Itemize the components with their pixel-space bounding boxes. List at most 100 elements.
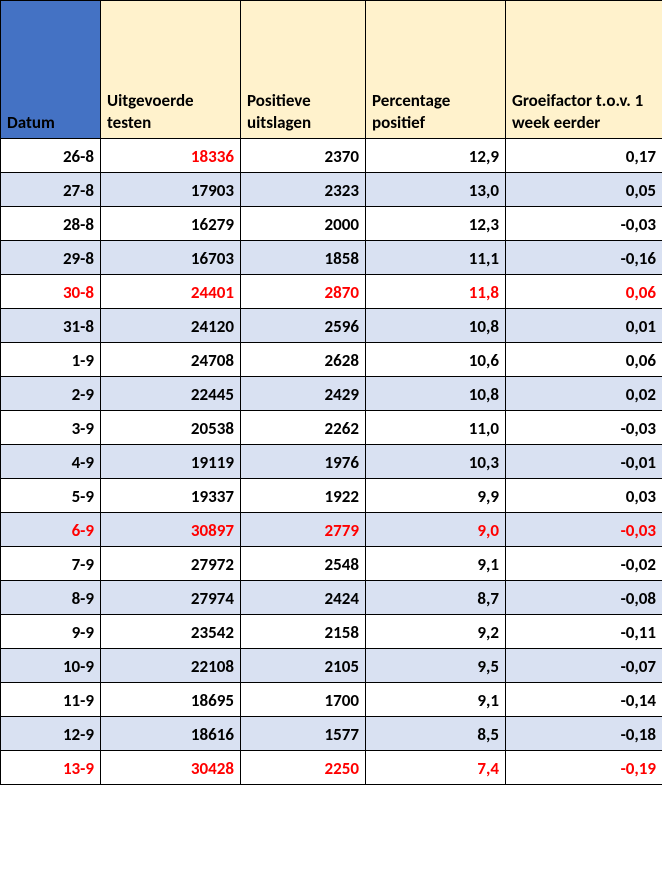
cell-positives: 2370: [241, 139, 366, 173]
cell-date: 4-9: [1, 445, 101, 479]
header-positives: Positieve uitslagen: [241, 1, 366, 139]
table-row: 2-922445242910,80,02: [1, 377, 662, 411]
cell-tests: 18616: [101, 717, 241, 751]
cell-date: 3-9: [1, 411, 101, 445]
cell-percentage: 9,2: [366, 615, 506, 649]
cell-date: 13-9: [1, 751, 101, 785]
cell-percentage: 12,9: [366, 139, 506, 173]
table-row: 31-824120259610,80,01: [1, 309, 662, 343]
cell-positives: 1700: [241, 683, 366, 717]
header-date: Datum: [1, 1, 101, 139]
cell-growth: -0,16: [506, 241, 662, 275]
cell-percentage: 9,0: [366, 513, 506, 547]
covid-test-table-container: Datum Uitgevoerde testen Positieve uitsl…: [0, 0, 662, 785]
header-growth: Groeifactor t.o.v. 1 week eerder: [506, 1, 662, 139]
cell-percentage: 8,7: [366, 581, 506, 615]
cell-percentage: 10,6: [366, 343, 506, 377]
cell-growth: -0,18: [506, 717, 662, 751]
table-row: 27-817903232313,00,05: [1, 173, 662, 207]
cell-positives: 1577: [241, 717, 366, 751]
cell-date: 2-9: [1, 377, 101, 411]
table-row: 5-91933719229,90,03: [1, 479, 662, 513]
cell-growth: -0,11: [506, 615, 662, 649]
cell-date: 28-8: [1, 207, 101, 241]
cell-tests: 20538: [101, 411, 241, 445]
cell-positives: 2548: [241, 547, 366, 581]
table-row: 10-92210821059,5-0,07: [1, 649, 662, 683]
cell-percentage: 11,0: [366, 411, 506, 445]
cell-positives: 2323: [241, 173, 366, 207]
table-row: 11-91869517009,1-0,14: [1, 683, 662, 717]
table-row: 26-818336237012,90,17: [1, 139, 662, 173]
table-row: 7-92797225489,1-0,02: [1, 547, 662, 581]
cell-growth: 0,06: [506, 275, 662, 309]
cell-percentage: 9,9: [366, 479, 506, 513]
cell-percentage: 9,5: [366, 649, 506, 683]
cell-positives: 1922: [241, 479, 366, 513]
cell-tests: 22108: [101, 649, 241, 683]
cell-date: 26-8: [1, 139, 101, 173]
cell-tests: 23542: [101, 615, 241, 649]
cell-growth: -0,02: [506, 547, 662, 581]
cell-positives: 2779: [241, 513, 366, 547]
table-row: 9-92354221589,2-0,11: [1, 615, 662, 649]
cell-date: 11-9: [1, 683, 101, 717]
cell-date: 27-8: [1, 173, 101, 207]
cell-percentage: 13,0: [366, 173, 506, 207]
cell-tests: 24120: [101, 309, 241, 343]
table-row: 13-93042822507,4-0,19: [1, 751, 662, 785]
cell-positives: 1976: [241, 445, 366, 479]
cell-tests: 18336: [101, 139, 241, 173]
cell-positives: 2105: [241, 649, 366, 683]
cell-growth: -0,19: [506, 751, 662, 785]
cell-percentage: 10,8: [366, 309, 506, 343]
cell-growth: -0,07: [506, 649, 662, 683]
cell-date: 12-9: [1, 717, 101, 751]
cell-date: 5-9: [1, 479, 101, 513]
cell-growth: 0,17: [506, 139, 662, 173]
header-percentage: Percentage positief: [366, 1, 506, 139]
cell-growth: -0,03: [506, 411, 662, 445]
cell-growth: 0,01: [506, 309, 662, 343]
cell-growth: -0,03: [506, 207, 662, 241]
cell-positives: 2870: [241, 275, 366, 309]
table-row: 30-824401287011,80,06: [1, 275, 662, 309]
cell-tests: 18695: [101, 683, 241, 717]
cell-tests: 27974: [101, 581, 241, 615]
cell-growth: -0,03: [506, 513, 662, 547]
header-tests: Uitgevoerde testen: [101, 1, 241, 139]
cell-growth: -0,14: [506, 683, 662, 717]
table-row: 4-919119197610,3-0,01: [1, 445, 662, 479]
cell-positives: 2596: [241, 309, 366, 343]
cell-growth: 0,06: [506, 343, 662, 377]
cell-percentage: 11,1: [366, 241, 506, 275]
cell-date: 7-9: [1, 547, 101, 581]
cell-percentage: 7,4: [366, 751, 506, 785]
cell-percentage: 8,5: [366, 717, 506, 751]
cell-tests: 24708: [101, 343, 241, 377]
cell-percentage: 9,1: [366, 683, 506, 717]
cell-positives: 2158: [241, 615, 366, 649]
cell-percentage: 9,1: [366, 547, 506, 581]
cell-positives: 2000: [241, 207, 366, 241]
cell-tests: 19119: [101, 445, 241, 479]
cell-growth: -0,01: [506, 445, 662, 479]
table-row: 6-93089727799,0-0,03: [1, 513, 662, 547]
cell-date: 30-8: [1, 275, 101, 309]
cell-positives: 2262: [241, 411, 366, 445]
cell-date: 31-8: [1, 309, 101, 343]
cell-percentage: 10,3: [366, 445, 506, 479]
cell-percentage: 11,8: [366, 275, 506, 309]
table-row: 3-920538226211,0-0,03: [1, 411, 662, 445]
cell-tests: 22445: [101, 377, 241, 411]
cell-positives: 1858: [241, 241, 366, 275]
cell-date: 9-9: [1, 615, 101, 649]
cell-tests: 16279: [101, 207, 241, 241]
cell-growth: -0,08: [506, 581, 662, 615]
cell-tests: 30897: [101, 513, 241, 547]
cell-growth: 0,02: [506, 377, 662, 411]
cell-tests: 27972: [101, 547, 241, 581]
cell-percentage: 10,8: [366, 377, 506, 411]
table-header-row: Datum Uitgevoerde testen Positieve uitsl…: [1, 1, 662, 139]
table-row: 28-816279200012,3-0,03: [1, 207, 662, 241]
